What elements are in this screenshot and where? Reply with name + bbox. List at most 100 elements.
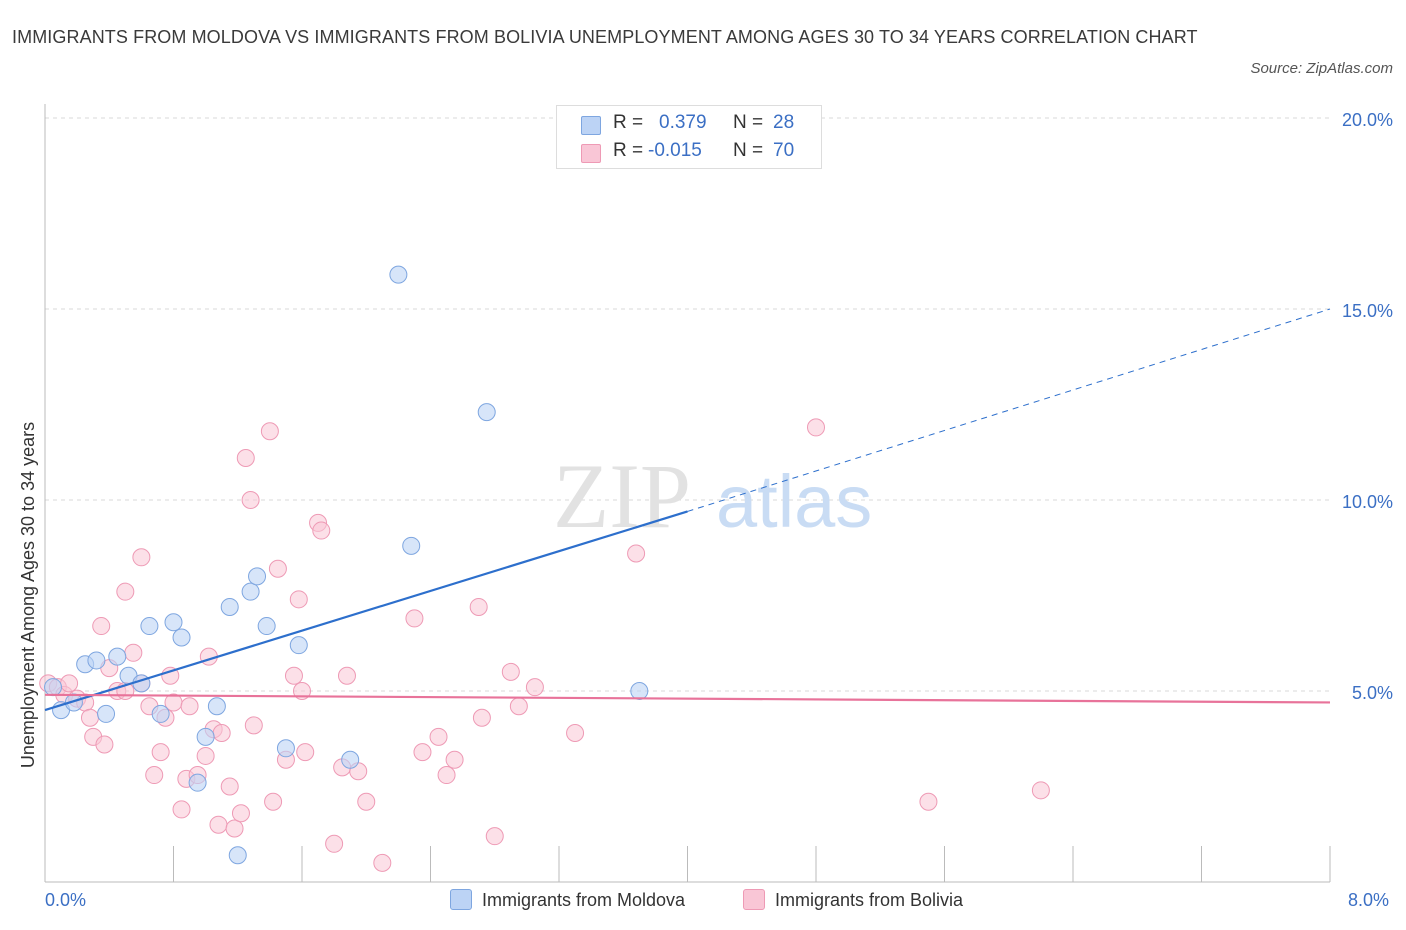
legend-r-value: 0.379 bbox=[659, 112, 707, 133]
axes bbox=[44, 104, 1331, 883]
bolivia-point bbox=[132, 548, 151, 567]
bolivia-point bbox=[445, 750, 464, 769]
bolivia-point bbox=[151, 743, 170, 762]
bolivia-point bbox=[373, 853, 392, 872]
moldova-point bbox=[276, 739, 295, 758]
y-tick-label: 10.0% bbox=[1342, 492, 1393, 512]
bolivia-point bbox=[172, 800, 191, 819]
x-tick-label-max: 8.0% bbox=[1348, 890, 1390, 910]
bolivia-point bbox=[196, 746, 215, 765]
bolivia-point bbox=[405, 609, 424, 628]
watermark-atlas: atlas bbox=[716, 460, 872, 543]
bolivia-point bbox=[485, 827, 504, 846]
bolivia-point bbox=[241, 491, 260, 509]
bolivia-point bbox=[627, 544, 646, 563]
moldova-point bbox=[172, 628, 191, 647]
bolivia-point bbox=[469, 597, 488, 616]
bolivia-swatch bbox=[581, 144, 601, 163]
bolivia-legend-label: Immigrants from Bolivia bbox=[775, 890, 964, 910]
bolivia-point bbox=[161, 666, 180, 685]
bolivia-point bbox=[231, 804, 250, 823]
bolivia-point bbox=[145, 766, 164, 785]
moldova-trend-extension bbox=[687, 308, 1331, 512]
bolivia-point bbox=[264, 792, 283, 811]
moldova-point bbox=[164, 613, 183, 632]
bolivia-point bbox=[296, 743, 315, 762]
legend-item-bolivia: Immigrants from Bolivia bbox=[743, 889, 963, 911]
bolivia-point bbox=[209, 815, 228, 834]
moldova-point bbox=[241, 582, 260, 601]
moldova-point bbox=[477, 403, 496, 422]
moldova-point bbox=[87, 651, 106, 670]
bolivia-point bbox=[1031, 781, 1050, 800]
trend-lines bbox=[44, 308, 1331, 712]
bolivia-point bbox=[236, 448, 255, 467]
bolivia-point bbox=[180, 697, 199, 716]
bolivia-point bbox=[212, 724, 231, 743]
moldova-point bbox=[140, 617, 159, 636]
chart-title: IMMIGRANTS FROM MOLDOVA VS IMMIGRANTS FR… bbox=[12, 27, 1198, 47]
bolivia-legend-swatch bbox=[743, 889, 765, 910]
y-tick-label: 5.0% bbox=[1352, 683, 1393, 703]
moldova-point bbox=[151, 704, 170, 723]
bolivia-point bbox=[437, 766, 456, 785]
moldova-point bbox=[108, 647, 127, 666]
moldova-point bbox=[207, 697, 226, 716]
bolivia-point bbox=[80, 708, 99, 727]
bolivia-point bbox=[337, 666, 356, 685]
moldova-trend-line bbox=[44, 510, 688, 712]
bolivia-point bbox=[220, 777, 239, 796]
source-label: Source: ZipAtlas.com bbox=[1250, 60, 1393, 77]
moldova-points bbox=[44, 265, 649, 865]
moldova-point bbox=[257, 617, 276, 636]
y-tick-labels: 5.0% 10.0% 15.0% 20.0% bbox=[1342, 110, 1393, 703]
watermark-zip: ZIP bbox=[553, 445, 691, 547]
moldova-point bbox=[389, 265, 408, 284]
bolivia-points bbox=[39, 418, 1050, 872]
bolivia-point bbox=[325, 834, 344, 853]
bolivia-point bbox=[260, 422, 279, 441]
moldova-point bbox=[97, 704, 116, 723]
legend-n-value: 70 bbox=[773, 140, 795, 161]
x-tick-label-min: 0.0% bbox=[45, 890, 87, 910]
legend-n-value: 28 bbox=[773, 112, 795, 133]
legend-r-label: R = bbox=[613, 112, 644, 133]
watermark: ZIP atlas bbox=[553, 445, 872, 547]
bolivia-point bbox=[268, 559, 287, 578]
bolivia-point bbox=[244, 716, 263, 735]
moldova-point bbox=[196, 727, 215, 746]
bolivia-point bbox=[413, 743, 432, 762]
bolivia-point bbox=[919, 792, 938, 811]
y-axis-label-wrap: Unemployment Among Ages 30 to 34 years bbox=[14, 100, 44, 880]
correlation-legend: R = 0.379 N = 28 R = -0.015 N = 70 bbox=[556, 105, 822, 169]
moldova-point bbox=[402, 536, 421, 555]
legend-r-label: R = bbox=[613, 140, 644, 161]
bolivia-point bbox=[95, 735, 114, 754]
moldova-point bbox=[289, 636, 308, 655]
moldova-point bbox=[248, 567, 267, 586]
bolivia-point bbox=[566, 724, 585, 743]
moldova-point bbox=[220, 597, 239, 616]
bolivia-trend-line bbox=[44, 693, 1331, 704]
bolivia-point bbox=[807, 418, 825, 437]
moldova-legend-swatch bbox=[450, 889, 472, 910]
legend-item-moldova: Immigrants from Moldova bbox=[450, 889, 685, 911]
moldova-point bbox=[341, 750, 360, 769]
moldova-swatch bbox=[581, 116, 601, 135]
bolivia-point bbox=[312, 521, 331, 540]
bolivia-point bbox=[124, 643, 143, 662]
bolivia-point bbox=[525, 678, 544, 697]
y-tick-label: 20.0% bbox=[1342, 110, 1393, 130]
bolivia-point bbox=[116, 582, 135, 601]
bolivia-point bbox=[429, 727, 448, 746]
bolivia-point bbox=[284, 666, 303, 685]
moldova-point bbox=[44, 678, 63, 697]
legend-n-label: N = bbox=[733, 140, 764, 161]
moldova-legend-label: Immigrants from Moldova bbox=[482, 890, 686, 910]
moldova-point bbox=[228, 846, 247, 865]
bolivia-point bbox=[501, 662, 520, 681]
bolivia-point bbox=[289, 590, 308, 609]
legend-n-label: N = bbox=[733, 112, 764, 133]
bolivia-point bbox=[225, 819, 244, 838]
